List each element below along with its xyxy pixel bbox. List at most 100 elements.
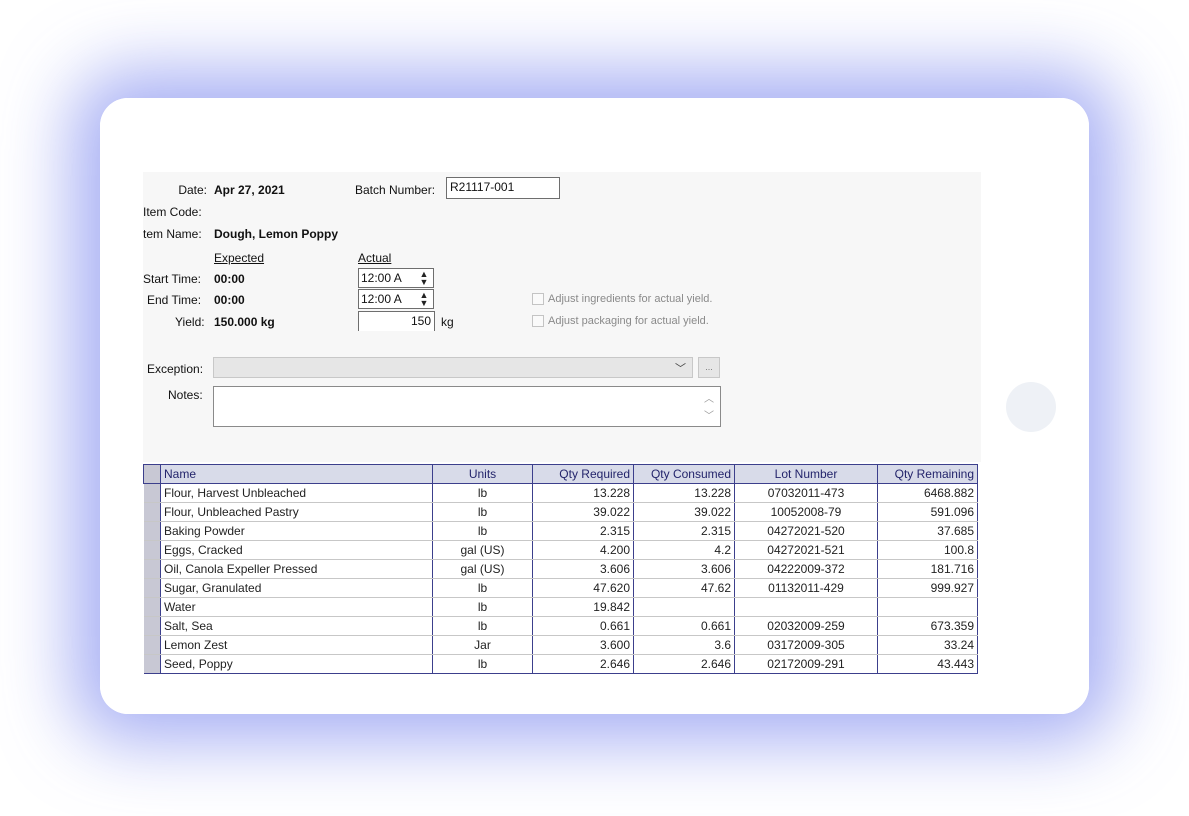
spin-up-icon[interactable]: ▲	[419, 269, 429, 279]
cell-qty-remaining[interactable]: 37.685	[877, 521, 978, 541]
cell-units[interactable]: lb	[432, 502, 533, 522]
cell-qty-consumed[interactable]: 39.022	[633, 502, 735, 522]
cell-qty-required[interactable]: 3.606	[532, 559, 634, 579]
table-row[interactable]: Eggs, Cracked gal (US) 4.200 4.2 04272021-52…	[143, 540, 978, 560]
batch-number-field[interactable]: R21117-001	[446, 177, 560, 199]
column-header-name[interactable]: Name	[160, 464, 433, 484]
row-selector[interactable]	[143, 540, 161, 560]
cell-qty-consumed[interactable]: 2.315	[633, 521, 735, 541]
cell-qty-remaining[interactable]	[877, 597, 978, 617]
cell-units[interactable]: lb	[432, 597, 533, 617]
cell-qty-remaining[interactable]: 673.359	[877, 616, 978, 636]
cell-qty-consumed[interactable]: 4.2	[633, 540, 735, 560]
row-selector[interactable]	[143, 616, 161, 636]
end-time-actual-field[interactable]: 12:00 A	[358, 289, 434, 309]
column-header-qty-required[interactable]: Qty Required	[532, 464, 634, 484]
column-header-lot-number[interactable]: Lot Number	[734, 464, 878, 484]
spin-down-icon[interactable]: ▼	[419, 277, 429, 287]
cell-qty-required[interactable]: 2.315	[532, 521, 634, 541]
cell-name[interactable]: Eggs, Cracked	[160, 540, 433, 560]
cell-lot-number[interactable]	[734, 597, 878, 617]
cell-qty-required[interactable]: 2.646	[532, 654, 634, 674]
cell-units[interactable]: lb	[432, 521, 533, 541]
cell-name[interactable]: Flour, Harvest Unbleached	[160, 483, 433, 503]
column-header-qty-consumed[interactable]: Qty Consumed	[633, 464, 735, 484]
cell-qty-remaining[interactable]: 999.927	[877, 578, 978, 598]
cell-qty-remaining[interactable]: 181.716	[877, 559, 978, 579]
cell-lot-number[interactable]: 01132011-429	[734, 578, 878, 598]
cell-qty-consumed[interactable]	[633, 597, 735, 617]
cell-name[interactable]: Sugar, Granulated	[160, 578, 433, 598]
row-selector[interactable]	[143, 635, 161, 655]
yield-actual-field[interactable]: 150	[358, 311, 435, 331]
adjust-ingredients-checkbox[interactable]	[532, 293, 544, 305]
cell-name[interactable]: Salt, Sea	[160, 616, 433, 636]
cell-qty-required[interactable]: 0.661	[532, 616, 634, 636]
column-header-units[interactable]: Units	[432, 464, 533, 484]
cell-qty-required[interactable]: 39.022	[532, 502, 634, 522]
cell-name[interactable]: Oil, Canola Expeller Pressed	[160, 559, 433, 579]
exception-browse-button[interactable]: ...	[698, 357, 720, 378]
cell-name[interactable]: Seed, Poppy	[160, 654, 433, 674]
cell-qty-remaining[interactable]: 43.443	[877, 654, 978, 674]
cell-qty-required[interactable]: 19.842	[532, 597, 634, 617]
spin-up-icon[interactable]: ▲	[419, 290, 429, 300]
row-selector[interactable]	[143, 654, 161, 674]
cell-qty-consumed[interactable]: 47.62	[633, 578, 735, 598]
cell-qty-remaining[interactable]: 33.24	[877, 635, 978, 655]
table-row[interactable]: Baking Powder lb 2.315 2.315 04272021-520 37.…	[143, 521, 978, 541]
exception-select[interactable]: ﹀	[213, 357, 693, 378]
cell-lot-number[interactable]: 10052008-79	[734, 502, 878, 522]
cell-lot-number[interactable]: 04272021-520	[734, 521, 878, 541]
cell-name[interactable]: Flour, Unbleached Pastry	[160, 502, 433, 522]
cell-units[interactable]: Jar	[432, 635, 533, 655]
scroll-down-icon[interactable]: ﹀	[704, 411, 714, 422]
row-selector[interactable]	[143, 559, 161, 579]
chevron-down-icon[interactable]: ﹀	[675, 363, 686, 375]
table-row[interactable]: Flour, Harvest Unbleached lb 13.228 13.228 0…	[143, 483, 978, 503]
cell-qty-consumed[interactable]: 3.606	[633, 559, 735, 579]
table-row[interactable]: Sugar, Granulated lb 47.620 47.62 01132011-4…	[143, 578, 978, 598]
cell-qty-remaining[interactable]: 100.8	[877, 540, 978, 560]
spin-down-icon[interactable]: ▼	[419, 298, 429, 308]
cell-units[interactable]: gal (US)	[432, 540, 533, 560]
table-row[interactable]: Flour, Unbleached Pastry lb 39.022 39.022 10…	[143, 502, 978, 522]
cell-qty-consumed[interactable]: 13.228	[633, 483, 735, 503]
row-selector[interactable]	[143, 502, 161, 522]
cell-lot-number[interactable]: 07032011-473	[734, 483, 878, 503]
cell-lot-number[interactable]: 02172009-291	[734, 654, 878, 674]
cell-qty-consumed[interactable]: 2.646	[633, 654, 735, 674]
end-time-spinner[interactable]: ▲ ▼	[416, 291, 432, 308]
cell-units[interactable]: gal (US)	[432, 559, 533, 579]
table-row[interactable]: Salt, Sea lb 0.661 0.661 02032009-259 673.359	[143, 616, 978, 636]
cell-qty-consumed[interactable]: 3.6	[633, 635, 735, 655]
adjust-packaging-checkbox[interactable]	[532, 315, 544, 327]
table-row[interactable]: Water lb 19.842	[143, 597, 978, 617]
cell-name[interactable]: Baking Powder	[160, 521, 433, 541]
start-time-spinner[interactable]: ▲ ▼	[416, 270, 432, 287]
cell-qty-required[interactable]: 3.600	[532, 635, 634, 655]
row-selector[interactable]	[143, 597, 161, 617]
cell-lot-number[interactable]: 04272021-521	[734, 540, 878, 560]
cell-units[interactable]: lb	[432, 578, 533, 598]
scroll-up-icon[interactable]: ︿	[704, 394, 714, 405]
row-selector[interactable]	[143, 521, 161, 541]
cell-lot-number[interactable]: 03172009-305	[734, 635, 878, 655]
floating-circle-button[interactable]	[1006, 382, 1056, 432]
table-row[interactable]: Seed, Poppy lb 2.646 2.646 02172009-291 43.44…	[143, 654, 978, 674]
cell-qty-remaining[interactable]: 591.096	[877, 502, 978, 522]
cell-qty-consumed[interactable]: 0.661	[633, 616, 735, 636]
cell-qty-required[interactable]: 4.200	[532, 540, 634, 560]
cell-qty-required[interactable]: 13.228	[532, 483, 634, 503]
cell-qty-remaining[interactable]: 6468.882	[877, 483, 978, 503]
cell-lot-number[interactable]: 02032009-259	[734, 616, 878, 636]
cell-lot-number[interactable]: 04222009-372	[734, 559, 878, 579]
cell-units[interactable]: lb	[432, 483, 533, 503]
cell-name[interactable]: Lemon Zest	[160, 635, 433, 655]
start-time-actual-field[interactable]: 12:00 A	[358, 268, 434, 288]
table-row[interactable]: Oil, Canola Expeller Pressed gal (US) 3.60…	[143, 559, 978, 579]
row-selector[interactable]	[143, 578, 161, 598]
cell-qty-required[interactable]: 47.620	[532, 578, 634, 598]
notes-textarea[interactable]: ︿ ﹀	[213, 386, 721, 427]
cell-units[interactable]: lb	[432, 654, 533, 674]
